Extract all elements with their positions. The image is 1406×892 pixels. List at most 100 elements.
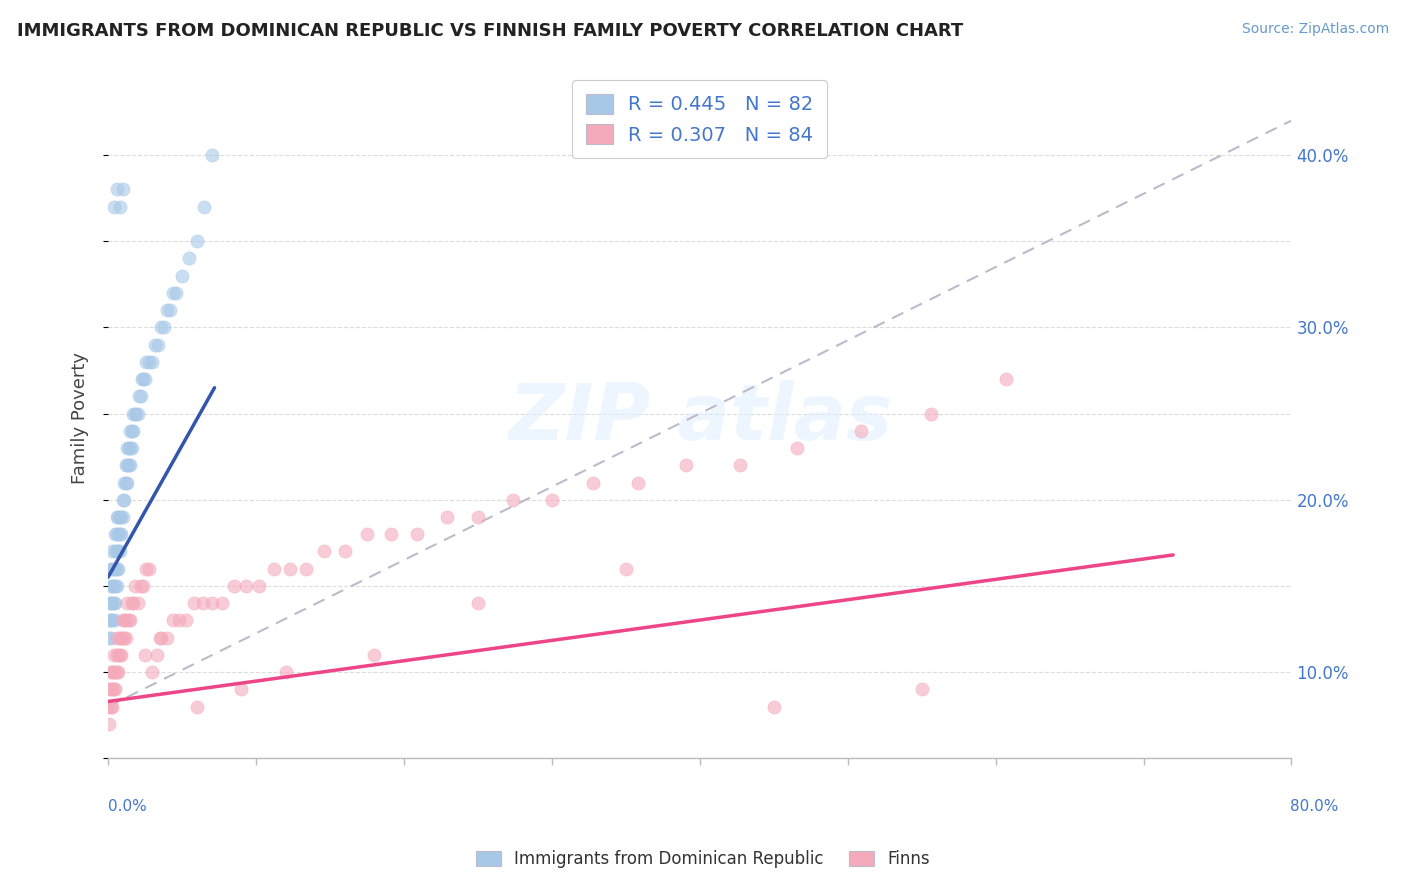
Point xyxy=(103,562,125,576)
Point xyxy=(98,717,121,731)
Point xyxy=(134,648,156,662)
Point xyxy=(112,631,135,645)
Point xyxy=(104,665,127,680)
Point xyxy=(191,596,214,610)
Point xyxy=(108,544,131,558)
Point xyxy=(104,527,127,541)
Point xyxy=(100,562,122,576)
Point xyxy=(138,562,160,576)
Point xyxy=(103,579,125,593)
Point xyxy=(110,527,132,541)
Point xyxy=(110,510,132,524)
Point xyxy=(247,579,270,593)
Point xyxy=(101,614,124,628)
Point xyxy=(105,182,128,196)
Point xyxy=(105,544,128,558)
Point xyxy=(295,562,318,576)
Point xyxy=(110,631,132,645)
Point xyxy=(118,441,141,455)
Point xyxy=(849,424,872,438)
Point xyxy=(159,303,181,318)
Point xyxy=(115,475,138,490)
Point xyxy=(98,699,121,714)
Point xyxy=(121,424,143,438)
Point xyxy=(108,527,131,541)
Point xyxy=(162,285,184,300)
Point xyxy=(104,596,127,610)
Point xyxy=(98,614,121,628)
Point xyxy=(107,562,129,576)
Point xyxy=(363,648,385,662)
Point xyxy=(101,579,124,593)
Point xyxy=(104,682,127,697)
Point xyxy=(129,579,152,593)
Point xyxy=(728,458,751,473)
Point xyxy=(103,665,125,680)
Point xyxy=(179,252,201,266)
Point xyxy=(120,441,142,455)
Point xyxy=(132,372,155,386)
Point xyxy=(675,458,697,473)
Point xyxy=(100,631,122,645)
Point xyxy=(105,579,128,593)
Point xyxy=(108,510,131,524)
Point xyxy=(112,475,135,490)
Point xyxy=(436,510,458,524)
Point xyxy=(120,458,142,473)
Point xyxy=(105,648,128,662)
Point xyxy=(141,665,163,680)
Point xyxy=(502,492,524,507)
Point xyxy=(235,579,257,593)
Point xyxy=(120,424,142,438)
Point xyxy=(127,407,149,421)
Point xyxy=(134,372,156,386)
Point xyxy=(118,614,141,628)
Point xyxy=(101,544,124,558)
Point xyxy=(120,614,142,628)
Point xyxy=(186,234,208,248)
Point xyxy=(614,562,637,576)
Point xyxy=(107,510,129,524)
Point xyxy=(100,682,122,697)
Point xyxy=(156,631,179,645)
Point xyxy=(101,665,124,680)
Point xyxy=(762,699,785,714)
Point xyxy=(312,544,335,558)
Point xyxy=(100,665,122,680)
Point xyxy=(125,407,148,421)
Point xyxy=(104,544,127,558)
Text: IMMIGRANTS FROM DOMINICAN REPUBLIC VS FINNISH FAMILY POVERTY CORRELATION CHART: IMMIGRANTS FROM DOMINICAN REPUBLIC VS FI… xyxy=(17,22,963,40)
Point xyxy=(105,631,128,645)
Point xyxy=(129,389,152,403)
Point xyxy=(333,544,356,558)
Point xyxy=(124,407,146,421)
Point xyxy=(176,614,198,628)
Point xyxy=(786,441,808,455)
Point xyxy=(150,320,173,334)
Point xyxy=(100,579,122,593)
Point xyxy=(356,527,378,541)
Point xyxy=(138,355,160,369)
Point xyxy=(467,510,489,524)
Point xyxy=(115,441,138,455)
Point xyxy=(186,699,208,714)
Point xyxy=(114,458,136,473)
Point xyxy=(380,527,402,541)
Point xyxy=(103,200,125,214)
Point xyxy=(406,527,429,541)
Point xyxy=(101,562,124,576)
Point xyxy=(103,596,125,610)
Point xyxy=(108,200,131,214)
Point xyxy=(167,614,190,628)
Point xyxy=(112,492,135,507)
Point xyxy=(105,510,128,524)
Point xyxy=(278,562,301,576)
Point xyxy=(162,614,184,628)
Point xyxy=(107,544,129,558)
Point xyxy=(108,648,131,662)
Point xyxy=(193,200,215,214)
Point xyxy=(131,372,153,386)
Point xyxy=(231,682,253,697)
Point xyxy=(274,665,297,680)
Point xyxy=(105,527,128,541)
